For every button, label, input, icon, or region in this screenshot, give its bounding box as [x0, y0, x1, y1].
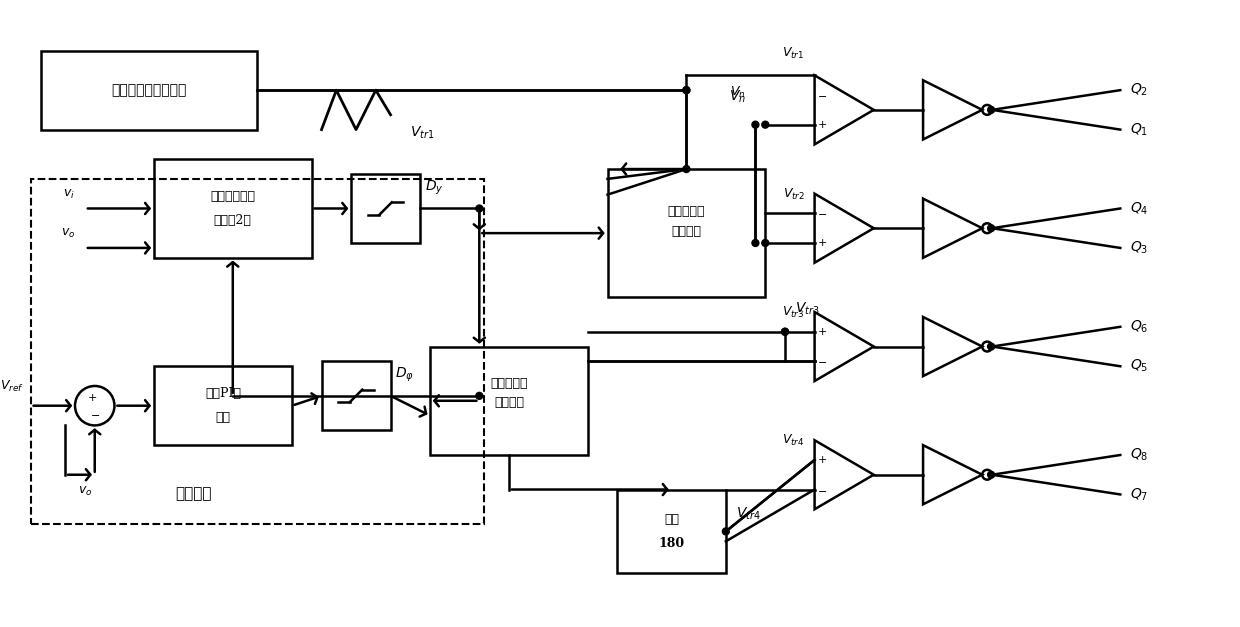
Text: $Q_4$: $Q_4$	[1130, 200, 1148, 217]
Text: 桥内移相计算: 桥内移相计算	[211, 190, 255, 203]
Text: 载波桥内移: 载波桥内移	[667, 205, 706, 218]
FancyBboxPatch shape	[618, 490, 725, 573]
Text: $+$: $+$	[817, 326, 827, 337]
Circle shape	[723, 528, 729, 535]
Circle shape	[751, 121, 759, 128]
Text: $Q_8$: $Q_8$	[1130, 447, 1148, 463]
Text: $V_{tr1}$: $V_{tr1}$	[782, 46, 805, 61]
FancyBboxPatch shape	[41, 51, 258, 130]
Circle shape	[761, 240, 769, 246]
Circle shape	[987, 224, 994, 231]
Text: $-$: $-$	[817, 485, 827, 495]
Text: $V_n$: $V_n$	[730, 85, 745, 100]
FancyBboxPatch shape	[154, 366, 291, 445]
Circle shape	[683, 166, 689, 172]
Text: $V_{ref}$: $V_{ref}$	[0, 379, 24, 394]
Circle shape	[683, 87, 689, 93]
Text: 副边载波移: 副边载波移	[490, 377, 528, 389]
Text: $+$: $+$	[817, 238, 827, 248]
Text: $Q_2$: $Q_2$	[1130, 82, 1148, 98]
Text: 180: 180	[658, 537, 684, 550]
FancyBboxPatch shape	[154, 159, 311, 258]
Text: $D_\varphi$: $D_\varphi$	[396, 366, 414, 384]
Circle shape	[987, 472, 994, 478]
Text: $+$: $+$	[87, 393, 97, 403]
Text: 移相: 移相	[665, 513, 680, 526]
Text: 基准数字载波发生器: 基准数字载波发生器	[112, 83, 187, 97]
FancyBboxPatch shape	[608, 169, 765, 297]
Circle shape	[987, 343, 994, 350]
Text: $v_o$: $v_o$	[61, 227, 74, 240]
FancyBboxPatch shape	[321, 361, 391, 430]
Circle shape	[476, 393, 482, 399]
Text: $D_y$: $D_y$	[425, 178, 444, 197]
Circle shape	[683, 87, 689, 93]
Circle shape	[781, 329, 789, 335]
Text: $+$: $+$	[817, 455, 827, 465]
Text: $Q_1$: $Q_1$	[1130, 122, 1148, 138]
FancyBboxPatch shape	[430, 347, 588, 455]
Text: $Q_6$: $Q_6$	[1130, 319, 1148, 335]
Text: $V_{tr3}$: $V_{tr3}$	[795, 300, 820, 317]
Text: $V_{tr4}$: $V_{tr4}$	[735, 505, 760, 522]
Text: $V_{tr2}$: $V_{tr2}$	[782, 186, 805, 201]
Text: $v_o$: $v_o$	[78, 485, 92, 498]
Text: $Q_3$: $Q_3$	[1130, 240, 1148, 256]
Text: $-$: $-$	[817, 208, 827, 218]
Circle shape	[751, 240, 759, 246]
Text: 相控制器: 相控制器	[494, 396, 523, 409]
Text: $Q_7$: $Q_7$	[1130, 487, 1148, 503]
Text: $-$: $-$	[817, 356, 827, 366]
Circle shape	[761, 121, 769, 128]
Text: $-$: $-$	[89, 409, 99, 419]
Text: $+$: $+$	[817, 119, 827, 130]
Text: 数字PI调: 数字PI调	[205, 387, 241, 401]
Text: 相控制器: 相控制器	[671, 224, 702, 238]
Circle shape	[476, 205, 482, 212]
Text: $Q_5$: $Q_5$	[1130, 358, 1148, 374]
Text: 器（式2）: 器（式2）	[213, 214, 252, 227]
Circle shape	[987, 107, 994, 113]
Text: $-$: $-$	[817, 90, 827, 100]
Text: 控制框图: 控制框图	[175, 487, 212, 502]
Text: $V_{tr1}$: $V_{tr1}$	[410, 125, 435, 141]
Text: $v_i$: $v_i$	[63, 187, 74, 201]
Text: $V_n$: $V_n$	[729, 88, 745, 105]
Text: 节器: 节器	[216, 411, 231, 424]
Text: $V_{tr3}$: $V_{tr3}$	[782, 305, 805, 320]
FancyBboxPatch shape	[351, 174, 420, 243]
Circle shape	[781, 329, 789, 335]
Text: $V_{tr4}$: $V_{tr4}$	[782, 433, 805, 448]
